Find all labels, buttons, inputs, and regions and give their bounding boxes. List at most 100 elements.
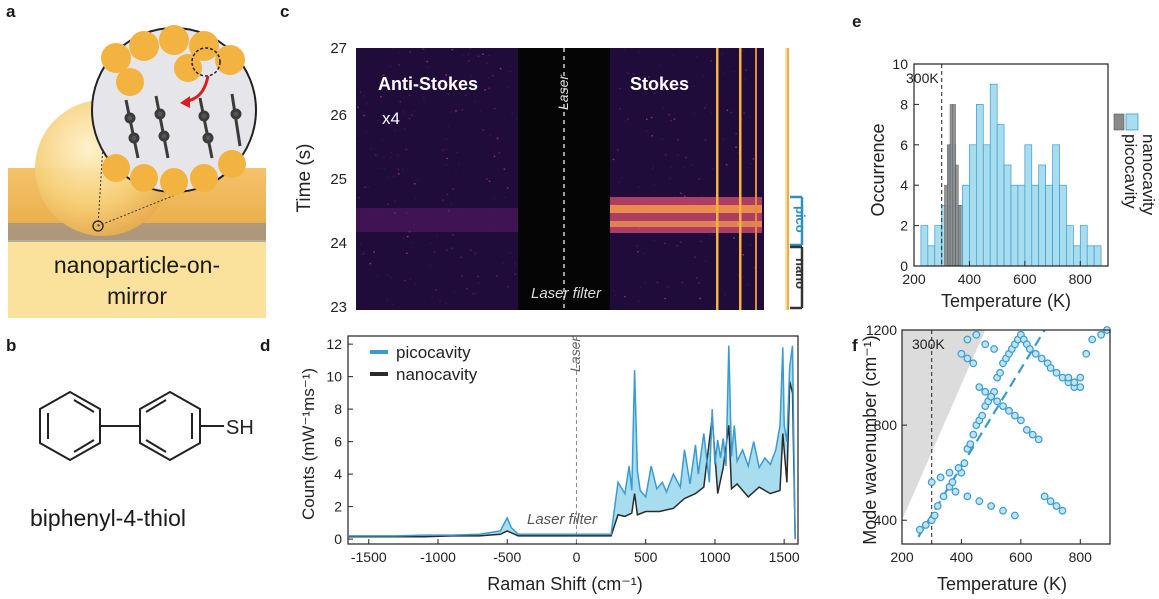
scatter-point (969, 359, 978, 368)
heatmap-pixel (683, 195, 686, 197)
heatmap-pixel (421, 48, 424, 50)
scatter-point (975, 497, 984, 506)
heatmap-pixel (405, 78, 408, 80)
heatmap-pixel (616, 149, 619, 151)
f-ytick-label: 1200 (866, 322, 897, 338)
d-ytick-label: 10 (326, 369, 342, 385)
caption-line-1: nanoparticle-on- (53, 252, 221, 278)
x4-label: x4 (382, 109, 400, 128)
heatmap-pixel (380, 96, 382, 98)
heatmap-pixel (653, 239, 655, 241)
scatter-point (996, 368, 1005, 377)
heatmap-pixel (460, 256, 462, 259)
heatmap-pixel (677, 154, 679, 156)
heatmap-pixel (726, 109, 729, 111)
c-yticks: 27 26 25 24 23 (330, 40, 347, 316)
heatmap-pixel (456, 110, 458, 112)
heatmap-pixel (390, 152, 393, 154)
heatmap-pixel (409, 51, 412, 53)
heatmap-pixel (409, 278, 412, 280)
heatmap-pixel (652, 167, 654, 170)
heatmap-pixel (386, 76, 389, 78)
heatmap-pixel (482, 53, 484, 55)
legend-swatch-picocavity (1125, 113, 1139, 131)
scatter-point (999, 506, 1007, 515)
heatmap-pixel (509, 252, 511, 254)
histogram-bar-picocavity (969, 144, 977, 267)
scatter-point (999, 402, 1007, 410)
f-ytick-label: 800 (874, 417, 898, 433)
heatmap-pixel (737, 152, 740, 154)
c-ytick: 23 (330, 299, 347, 316)
heatmap-pixel (488, 87, 490, 89)
heatmap-pixel (492, 75, 494, 77)
heatmap-pixel (730, 111, 733, 114)
heatmap-pixel (363, 95, 365, 97)
heatmap-pixel (469, 48, 472, 50)
e-xlabel: Temperature (K) (941, 291, 1071, 311)
heatmap-pixel (423, 99, 425, 101)
heatmap-pixel (484, 89, 486, 91)
heatmap-pixel (429, 242, 432, 245)
temperature-histogram-chart: Occurrence Temperature (K) 200 400 600 800 0… (868, 56, 1158, 311)
heatmap-pixel (472, 293, 475, 295)
heatmap-pixel (698, 282, 700, 284)
scatter-point (1076, 383, 1085, 391)
heatmap-pixel (658, 65, 661, 67)
heatmap-pixel (742, 254, 744, 256)
scatter-point (1064, 373, 1073, 382)
heatmap-pixel (619, 108, 621, 110)
laser-filter-label: Laser filter (531, 285, 602, 302)
heatmap-pixel (475, 292, 478, 295)
scatter-point (1097, 330, 1106, 339)
c-ytick: 25 (330, 171, 347, 188)
scatter-point (957, 349, 966, 358)
heatmap-pixel (741, 119, 744, 121)
heatmap-pixel (446, 157, 448, 160)
heatmap-pixel (449, 111, 452, 113)
heatmap-pixel (721, 53, 724, 55)
molecule-caption: biphenyl-4-thiol (30, 505, 186, 531)
heatmap-pixel (404, 279, 406, 282)
heatmap-pixel (447, 93, 450, 95)
heatmap-pixel (670, 166, 673, 168)
heatmap-pixel (447, 125, 450, 128)
time-raman-heatmap-panel: Time (s) 27 26 25 24 23 Anti-Stokes x4 S… (294, 40, 808, 316)
heatmap-pixel (440, 82, 442, 84)
heatmap-pixel (433, 251, 436, 253)
zoom-gold-atoms-bottom (102, 150, 246, 196)
heatmap-pixel (398, 64, 400, 66)
heatmap-pixel (693, 85, 695, 87)
scatter-point (1046, 497, 1055, 506)
heatmap-pixel (668, 113, 671, 116)
heatmap-pixel (358, 140, 361, 143)
heatmap-pixel (470, 75, 472, 78)
d-xtick-label: -500 (493, 549, 521, 565)
heatmap-pixel (640, 286, 642, 289)
f-plot-area: 200 400 600 800 400 800 1200 (866, 322, 1111, 565)
histogram-bar-nanocavity (944, 184, 948, 267)
heatmap-pixel (676, 82, 678, 84)
e-legend: picocavity nanocavity (1113, 113, 1158, 216)
heatmap-pixel (733, 237, 735, 239)
heatmap-pixel (375, 154, 377, 156)
heatmap-pixel (693, 113, 696, 115)
heatmap-pixel (389, 156, 392, 158)
heatmap-pixel (436, 235, 439, 238)
e-xtick-label: 400 (958, 271, 982, 287)
heatmap-pixel (709, 234, 711, 236)
heatmap-pixel (486, 62, 488, 64)
heatmap-pixel (749, 244, 752, 246)
heatmap-pixel (652, 165, 655, 168)
panel-label-f: f (852, 336, 858, 355)
heatmap-pixel (502, 262, 505, 264)
heatmap-pixel (646, 118, 648, 120)
scatter-point (963, 492, 972, 501)
heatmap-pixel (700, 194, 703, 197)
d-ylabel: Counts (mW⁻¹ms⁻¹) (299, 368, 318, 520)
heatmap-pixel (402, 238, 405, 240)
heatmap-pixel (404, 128, 406, 130)
heatmap-pixel (455, 110, 457, 112)
heatmap-pixel (478, 282, 480, 284)
scatter-point (981, 340, 990, 349)
